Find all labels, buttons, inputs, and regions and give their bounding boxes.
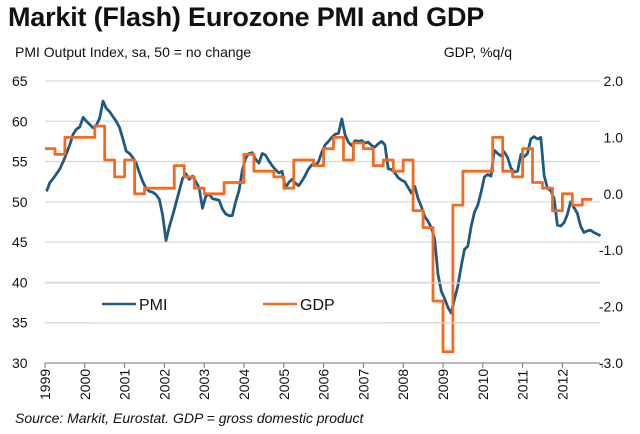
x-tick-label: 2009	[435, 369, 451, 400]
x-tick-label: 2006	[316, 369, 332, 400]
left-tick-label: 40	[12, 274, 28, 290]
x-tick-label: 2008	[395, 369, 411, 400]
right-tick-label: 1.0	[604, 129, 624, 145]
left-axis-label: PMI Output Index, sa, 50 = no change	[15, 44, 252, 60]
legend-label-gdp: GDP	[300, 297, 335, 314]
left-tick-label: 30	[12, 355, 28, 371]
right-tick-label: 2.0	[604, 73, 624, 89]
left-tick-label: 45	[12, 234, 28, 250]
x-tick-label: 2001	[117, 369, 133, 400]
series-gdp-line	[45, 124, 593, 354]
left-tick-label: 50	[12, 194, 28, 210]
left-tick-label: 35	[12, 315, 28, 331]
source-note: Source: Markit, Eurostat. GDP = gross do…	[15, 410, 364, 426]
x-tick-label: 2010	[475, 369, 491, 400]
x-tick-label: 2003	[196, 369, 212, 400]
x-tick-label: 1999	[37, 369, 53, 400]
right-tick-label: -3.0	[599, 355, 623, 371]
x-tick-label: 2000	[77, 369, 93, 400]
right-tick-label: -1.0	[599, 242, 623, 258]
legend-background	[92, 285, 382, 325]
x-tick-label: 2007	[355, 369, 371, 400]
series-lines	[45, 99, 602, 354]
right-axis-label: GDP, %q/q	[443, 44, 512, 60]
x-tick-label: 2005	[276, 369, 292, 400]
right-tick-label: 0.0	[604, 186, 624, 202]
left-tick-label: 55	[12, 154, 28, 170]
left-tick-label: 60	[12, 113, 28, 129]
right-tick-label: -2.0	[599, 299, 623, 315]
left-tick-label: 65	[12, 73, 28, 89]
series-pmi-line	[45, 99, 602, 315]
x-tick-label: 2002	[156, 369, 172, 400]
x-tick-label: 2011	[515, 370, 531, 400]
x-tick-label: 2004	[236, 369, 252, 400]
axes: 65 60 55 50 45 40 35 30 2.0 1.0 0.0 -1.0 -2.0 -3.0 199…	[12, 73, 623, 400]
chart-title: Markit (Flash) Eurozone PMI and GDP	[8, 2, 485, 32]
legend-label-pmi: PMI	[139, 297, 167, 314]
x-tick-label: 2012	[554, 369, 570, 400]
legend: PMI GDP	[45, 282, 600, 325]
